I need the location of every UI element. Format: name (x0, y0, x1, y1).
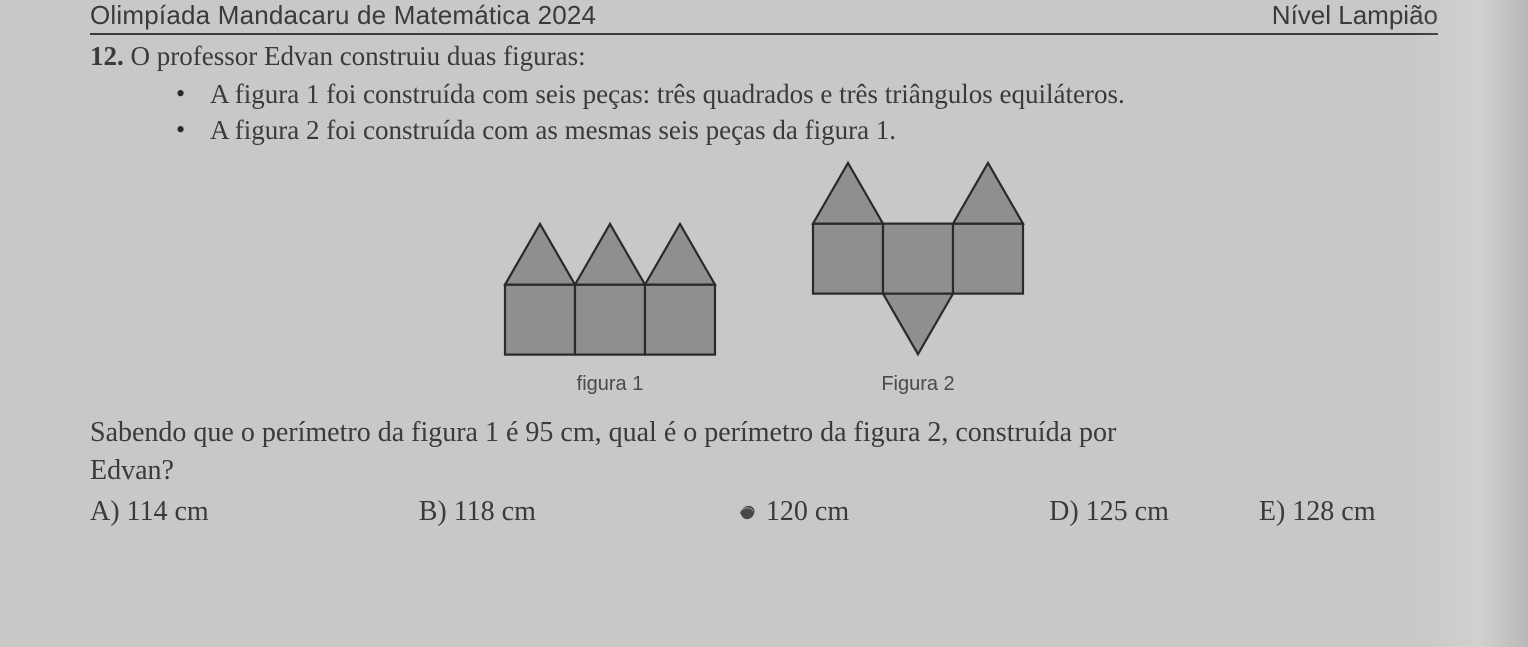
question-number: 12. (90, 41, 124, 71)
option-b: B) 118 cm (419, 496, 536, 528)
header: Olimpíada Mandacaru de Matemática 2024 N… (90, 0, 1438, 35)
exam-page: Olimpíada Mandacaru de Matemática 2024 N… (0, 0, 1528, 647)
option-e: E) 128 cm (1259, 496, 1376, 528)
prompt-line-1: Sabendo que o perímetro da figura 1 é 95… (90, 414, 1438, 452)
question-intro-text: O professor Edvan construiu duas figuras… (131, 41, 586, 71)
bullet-2: A figura 2 foi construída com as mesmas … (210, 112, 1438, 148)
option-c-text: 120 cm (766, 496, 849, 528)
bullet-1: A figura 1 foi construída com seis peças… (210, 76, 1438, 112)
question-bullets: A figura 1 foi construída com seis peças… (90, 76, 1438, 149)
option-c: 120 cm (736, 496, 849, 528)
figure-2-svg-holder (809, 159, 1027, 363)
figure-2-label: Figura 2 (881, 373, 954, 396)
question-prompt: Sabendo que o perímetro da figura 1 é 95… (90, 414, 1438, 490)
prompt-line-2: Edvan? (90, 452, 1438, 490)
question-intro: 12. O professor Edvan construiu duas fig… (90, 41, 1438, 72)
figure-1-label: figura 1 (577, 373, 644, 396)
pencil-mark-icon (736, 500, 760, 524)
options-row: A) 114 cm B) 118 cm 120 cm D) 125 cm E) … (90, 496, 1438, 528)
option-d: D) 125 cm (1049, 496, 1169, 528)
figures-row: figura 1 Figura 2 (90, 159, 1438, 396)
header-level: Nível Lampião (1272, 0, 1438, 31)
figure-1-block: figura 1 (501, 220, 719, 397)
figure-1-svg-holder (501, 220, 719, 364)
option-a: A) 114 cm (90, 496, 209, 528)
header-title: Olimpíada Mandacaru de Matemática 2024 (90, 0, 596, 31)
figure-2-block: Figura 2 (809, 159, 1027, 396)
